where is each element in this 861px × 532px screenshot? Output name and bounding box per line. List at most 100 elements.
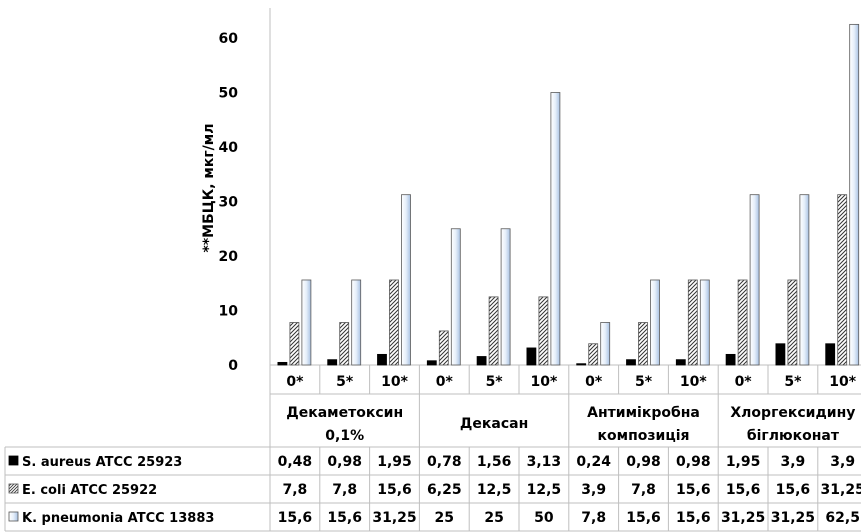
bar-1: [327, 359, 338, 366]
category-label: 10*: [381, 374, 408, 390]
bar-3: [450, 228, 461, 366]
bar-2: [588, 343, 599, 366]
bar-3: [301, 279, 312, 366]
bar-3: [500, 228, 511, 366]
group-label: Хлоргексидину: [730, 405, 855, 421]
category-label: 5*: [635, 374, 653, 390]
category-label: 10*: [530, 374, 557, 390]
data-label: 1,56: [477, 454, 512, 470]
bar-3: [699, 279, 710, 366]
data-label: 1,95: [377, 454, 412, 470]
data-label: 15,6: [278, 510, 313, 526]
table-grid: [4, 365, 861, 532]
group-label: біглюконат: [747, 428, 840, 444]
bar-1: [626, 359, 636, 366]
bar-2: [787, 279, 798, 366]
data-label: 0,24: [576, 454, 611, 470]
bar-1: [526, 347, 537, 366]
data-label: 3,9: [581, 482, 606, 498]
bar-2: [488, 296, 499, 366]
category-label: 0*: [436, 374, 454, 390]
data-label: 62,5: [825, 510, 860, 526]
bar-3: [401, 194, 411, 366]
bar-3: [849, 23, 860, 366]
y-tick-label: 0: [228, 358, 238, 374]
y-tick-label: 50: [219, 86, 239, 102]
data-label: 15,6: [776, 482, 811, 498]
data-label: 3,9: [830, 454, 855, 470]
category-label: 0*: [585, 374, 603, 390]
bar-1: [825, 343, 836, 366]
legend-label: S. aureus ATCC 25923: [22, 455, 182, 470]
bar-2: [438, 330, 449, 366]
bars: [277, 23, 860, 366]
bar-3: [351, 279, 362, 366]
data-label: 7,8: [631, 482, 656, 498]
data-label: 0,98: [676, 454, 711, 470]
data-label: 12,5: [527, 482, 562, 498]
bar-2: [538, 296, 549, 366]
data-label: 3,13: [527, 454, 562, 470]
group-label: 0,1%: [325, 428, 364, 444]
legend-key: [8, 455, 19, 466]
legend-key: [8, 511, 19, 522]
bar-2: [737, 279, 748, 366]
bar-1: [377, 353, 387, 366]
data-label: 0,98: [626, 454, 661, 470]
data-label: 31,25: [821, 482, 861, 498]
y-tick-label: 60: [219, 31, 239, 47]
legend-label: K. pneumonia ATCC 13883: [22, 511, 214, 526]
y-axis: 0 10 20 30 40 50 60: [219, 8, 861, 374]
bar-2: [638, 322, 648, 366]
data-label: 15,6: [327, 510, 362, 526]
data-label: 50: [534, 510, 554, 526]
category-label: 0*: [735, 374, 753, 390]
data-label: 15,6: [726, 482, 761, 498]
bar-1: [476, 356, 487, 366]
group-label: Декаметоксин: [286, 405, 403, 421]
bar-1: [675, 359, 686, 366]
bar-3: [600, 322, 611, 366]
group-label: Декасан: [460, 416, 528, 432]
bar-1: [775, 343, 786, 366]
bar-2: [837, 194, 848, 366]
category-label: 10*: [680, 374, 707, 390]
bar-1: [576, 363, 587, 366]
data-label: 0,48: [278, 454, 313, 470]
data-label: 31,25: [721, 510, 765, 526]
bar-3: [550, 92, 561, 366]
bar-1: [277, 361, 288, 366]
data-label: 0,78: [427, 454, 462, 470]
bar-2: [289, 322, 300, 366]
category-label: 5*: [336, 374, 354, 390]
data-label: 25: [484, 510, 503, 526]
y-tick-label: 20: [219, 249, 239, 265]
data-label: 0,98: [327, 454, 362, 470]
y-tick-label: 30: [219, 195, 239, 211]
bar-3: [650, 279, 660, 366]
category-label: 0*: [286, 374, 304, 390]
bar-1: [725, 353, 736, 366]
legend-label: E. coli ATCC 25922: [22, 483, 157, 498]
data-label: 15,6: [377, 482, 412, 498]
group-label: композиція: [598, 428, 690, 444]
category-labels: 0* 5* 10* 0* 5* 10* 0* 5* 10* 0* 5* 10* Декаметоксин…: [286, 374, 857, 444]
data-label: 15,6: [676, 482, 711, 498]
bar-3: [749, 194, 760, 366]
bar-2: [389, 279, 399, 366]
y-tick-label: 10: [219, 304, 239, 320]
data-label: 25: [435, 510, 454, 526]
data-label: 6,25: [427, 482, 462, 498]
y-axis-title: **МБЦК, мкг/мл: [201, 124, 217, 253]
data-label: 1,95: [726, 454, 761, 470]
group-label: Антимікробна: [587, 405, 700, 421]
data-label: 7,8: [282, 482, 307, 498]
data-label: 15,6: [676, 510, 711, 526]
data-label: 15,6: [626, 510, 661, 526]
bar-1: [426, 360, 437, 366]
bar-3: [799, 194, 810, 366]
data-label: 31,25: [372, 510, 416, 526]
data-label: 7,8: [581, 510, 606, 526]
category-label: 5*: [784, 374, 802, 390]
